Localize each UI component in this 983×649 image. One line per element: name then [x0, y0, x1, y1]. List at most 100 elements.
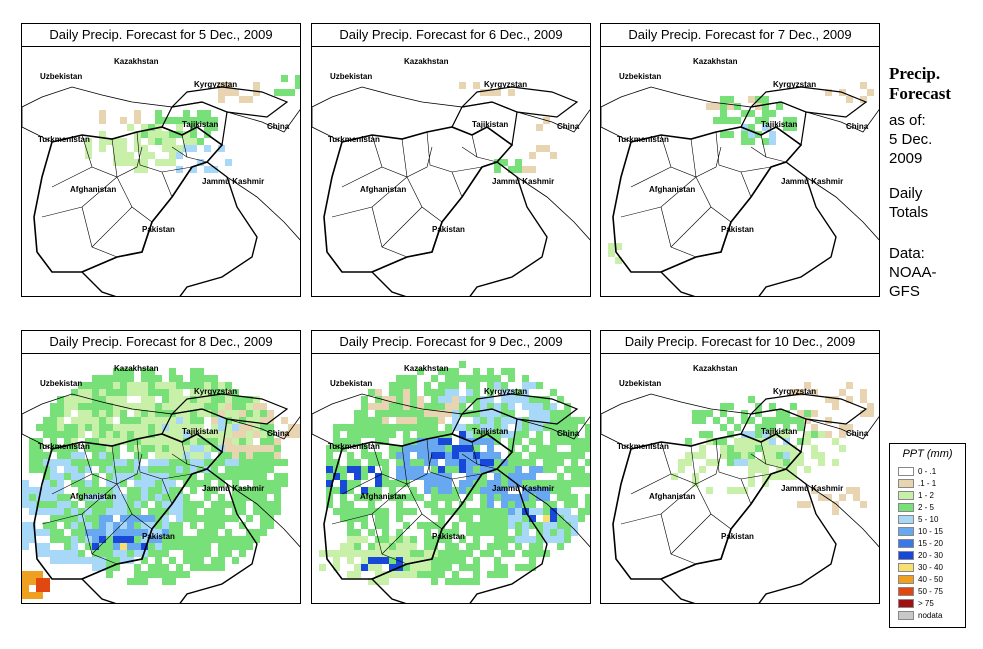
precip-cell [92, 459, 99, 466]
precip-cell [452, 445, 459, 452]
country-label: Turkmenistan [617, 442, 669, 451]
precip-cell [78, 508, 85, 515]
precip-cell [204, 382, 211, 389]
precip-cell [473, 438, 480, 445]
precip-cell [71, 403, 78, 410]
precip-cell [466, 410, 473, 417]
precip-cell [431, 424, 438, 431]
precip-cell [494, 459, 501, 466]
precip-cell [148, 508, 155, 515]
precip-cell [585, 431, 590, 438]
precip-cell [403, 445, 410, 452]
precip-cell [424, 480, 431, 487]
precip-cell [253, 452, 260, 459]
precip-cell [246, 96, 253, 103]
precip-cell [508, 368, 515, 375]
precip-cell [211, 445, 218, 452]
precip-cell [239, 494, 246, 501]
precip-cell [326, 487, 333, 494]
precip-cell [536, 145, 543, 152]
precip-cell [396, 508, 403, 515]
precip-cell [127, 543, 134, 550]
precip-cell [92, 501, 99, 508]
precip-cell [382, 557, 389, 564]
precip-cell [50, 459, 57, 466]
precip-cell [106, 452, 113, 459]
precip-cell [452, 494, 459, 501]
precip-cell [176, 508, 183, 515]
precip-cell [64, 445, 71, 452]
legend-label: 0 - .1 [918, 467, 937, 476]
precip-cell [162, 487, 169, 494]
precip-cell [487, 459, 494, 466]
precip-cell [508, 389, 515, 396]
precip-cell [529, 564, 536, 571]
precip-cell [190, 473, 197, 480]
precip-cell [459, 403, 466, 410]
precip-cell [417, 522, 424, 529]
precip-cell [232, 452, 239, 459]
precip-cell [99, 445, 106, 452]
precip-cell [459, 487, 466, 494]
precip-cell [141, 410, 148, 417]
precip-cell [347, 536, 354, 543]
precip-cell [846, 424, 853, 431]
precip-cell [106, 431, 113, 438]
precip-cell [417, 473, 424, 480]
precip-cell [113, 389, 120, 396]
precip-cell [699, 466, 706, 473]
precip-cell [536, 417, 543, 424]
precip-cell [480, 431, 487, 438]
precip-cell [78, 424, 85, 431]
as-of-text: as of: 5 Dec. 2009 [889, 111, 981, 168]
precip-cell [585, 473, 590, 480]
precip-cell [85, 438, 92, 445]
precip-cell [368, 529, 375, 536]
country-border [370, 161, 548, 296]
precip-cell [811, 431, 818, 438]
precip-cell [354, 550, 361, 557]
precip-cell [169, 403, 176, 410]
precip-cell [748, 417, 755, 424]
panel-title: Daily Precip. Forecast for 5 Dec., 2009 [22, 24, 300, 47]
precip-cell [417, 424, 424, 431]
precip-cell [211, 403, 218, 410]
precip-cell [762, 466, 769, 473]
precip-cell [106, 389, 113, 396]
precip-cell [550, 459, 557, 466]
precip-cell [22, 543, 29, 550]
precip-cell [361, 550, 368, 557]
precip-cell [260, 403, 267, 410]
precip-cell [741, 487, 748, 494]
precip-cell [239, 501, 246, 508]
precip-cell [22, 571, 29, 578]
precip-cell [473, 557, 480, 564]
precip-map-svg: KazakhstanUzbekistanKyrgyzstanTajikistan… [22, 57, 300, 296]
legend-entry: 40 - 50 [898, 574, 943, 585]
country-label: Turkmenistan [38, 135, 90, 144]
precip-cell [57, 417, 64, 424]
precip-cell [232, 89, 239, 96]
precip-cell [790, 403, 797, 410]
precip-cell [396, 571, 403, 578]
precip-cell [162, 550, 169, 557]
precip-cell [176, 522, 183, 529]
precip-cell [748, 131, 755, 138]
legend-label: 40 - 50 [918, 575, 943, 584]
precip-cell [564, 452, 571, 459]
precip-cell [564, 515, 571, 522]
precip-cell [239, 487, 246, 494]
district-boundary [461, 146, 478, 158]
precip-cell [155, 529, 162, 536]
precip-cell [529, 424, 536, 431]
precip-cell [438, 515, 445, 522]
precip-cell [494, 564, 501, 571]
precip-cell [176, 515, 183, 522]
precip-cell [424, 529, 431, 536]
precip-cell [71, 536, 78, 543]
precip-cell [155, 138, 162, 145]
precip-cell [204, 536, 211, 543]
district-boundary [91, 206, 133, 248]
precip-cell [713, 459, 720, 466]
precip-cell [396, 480, 403, 487]
